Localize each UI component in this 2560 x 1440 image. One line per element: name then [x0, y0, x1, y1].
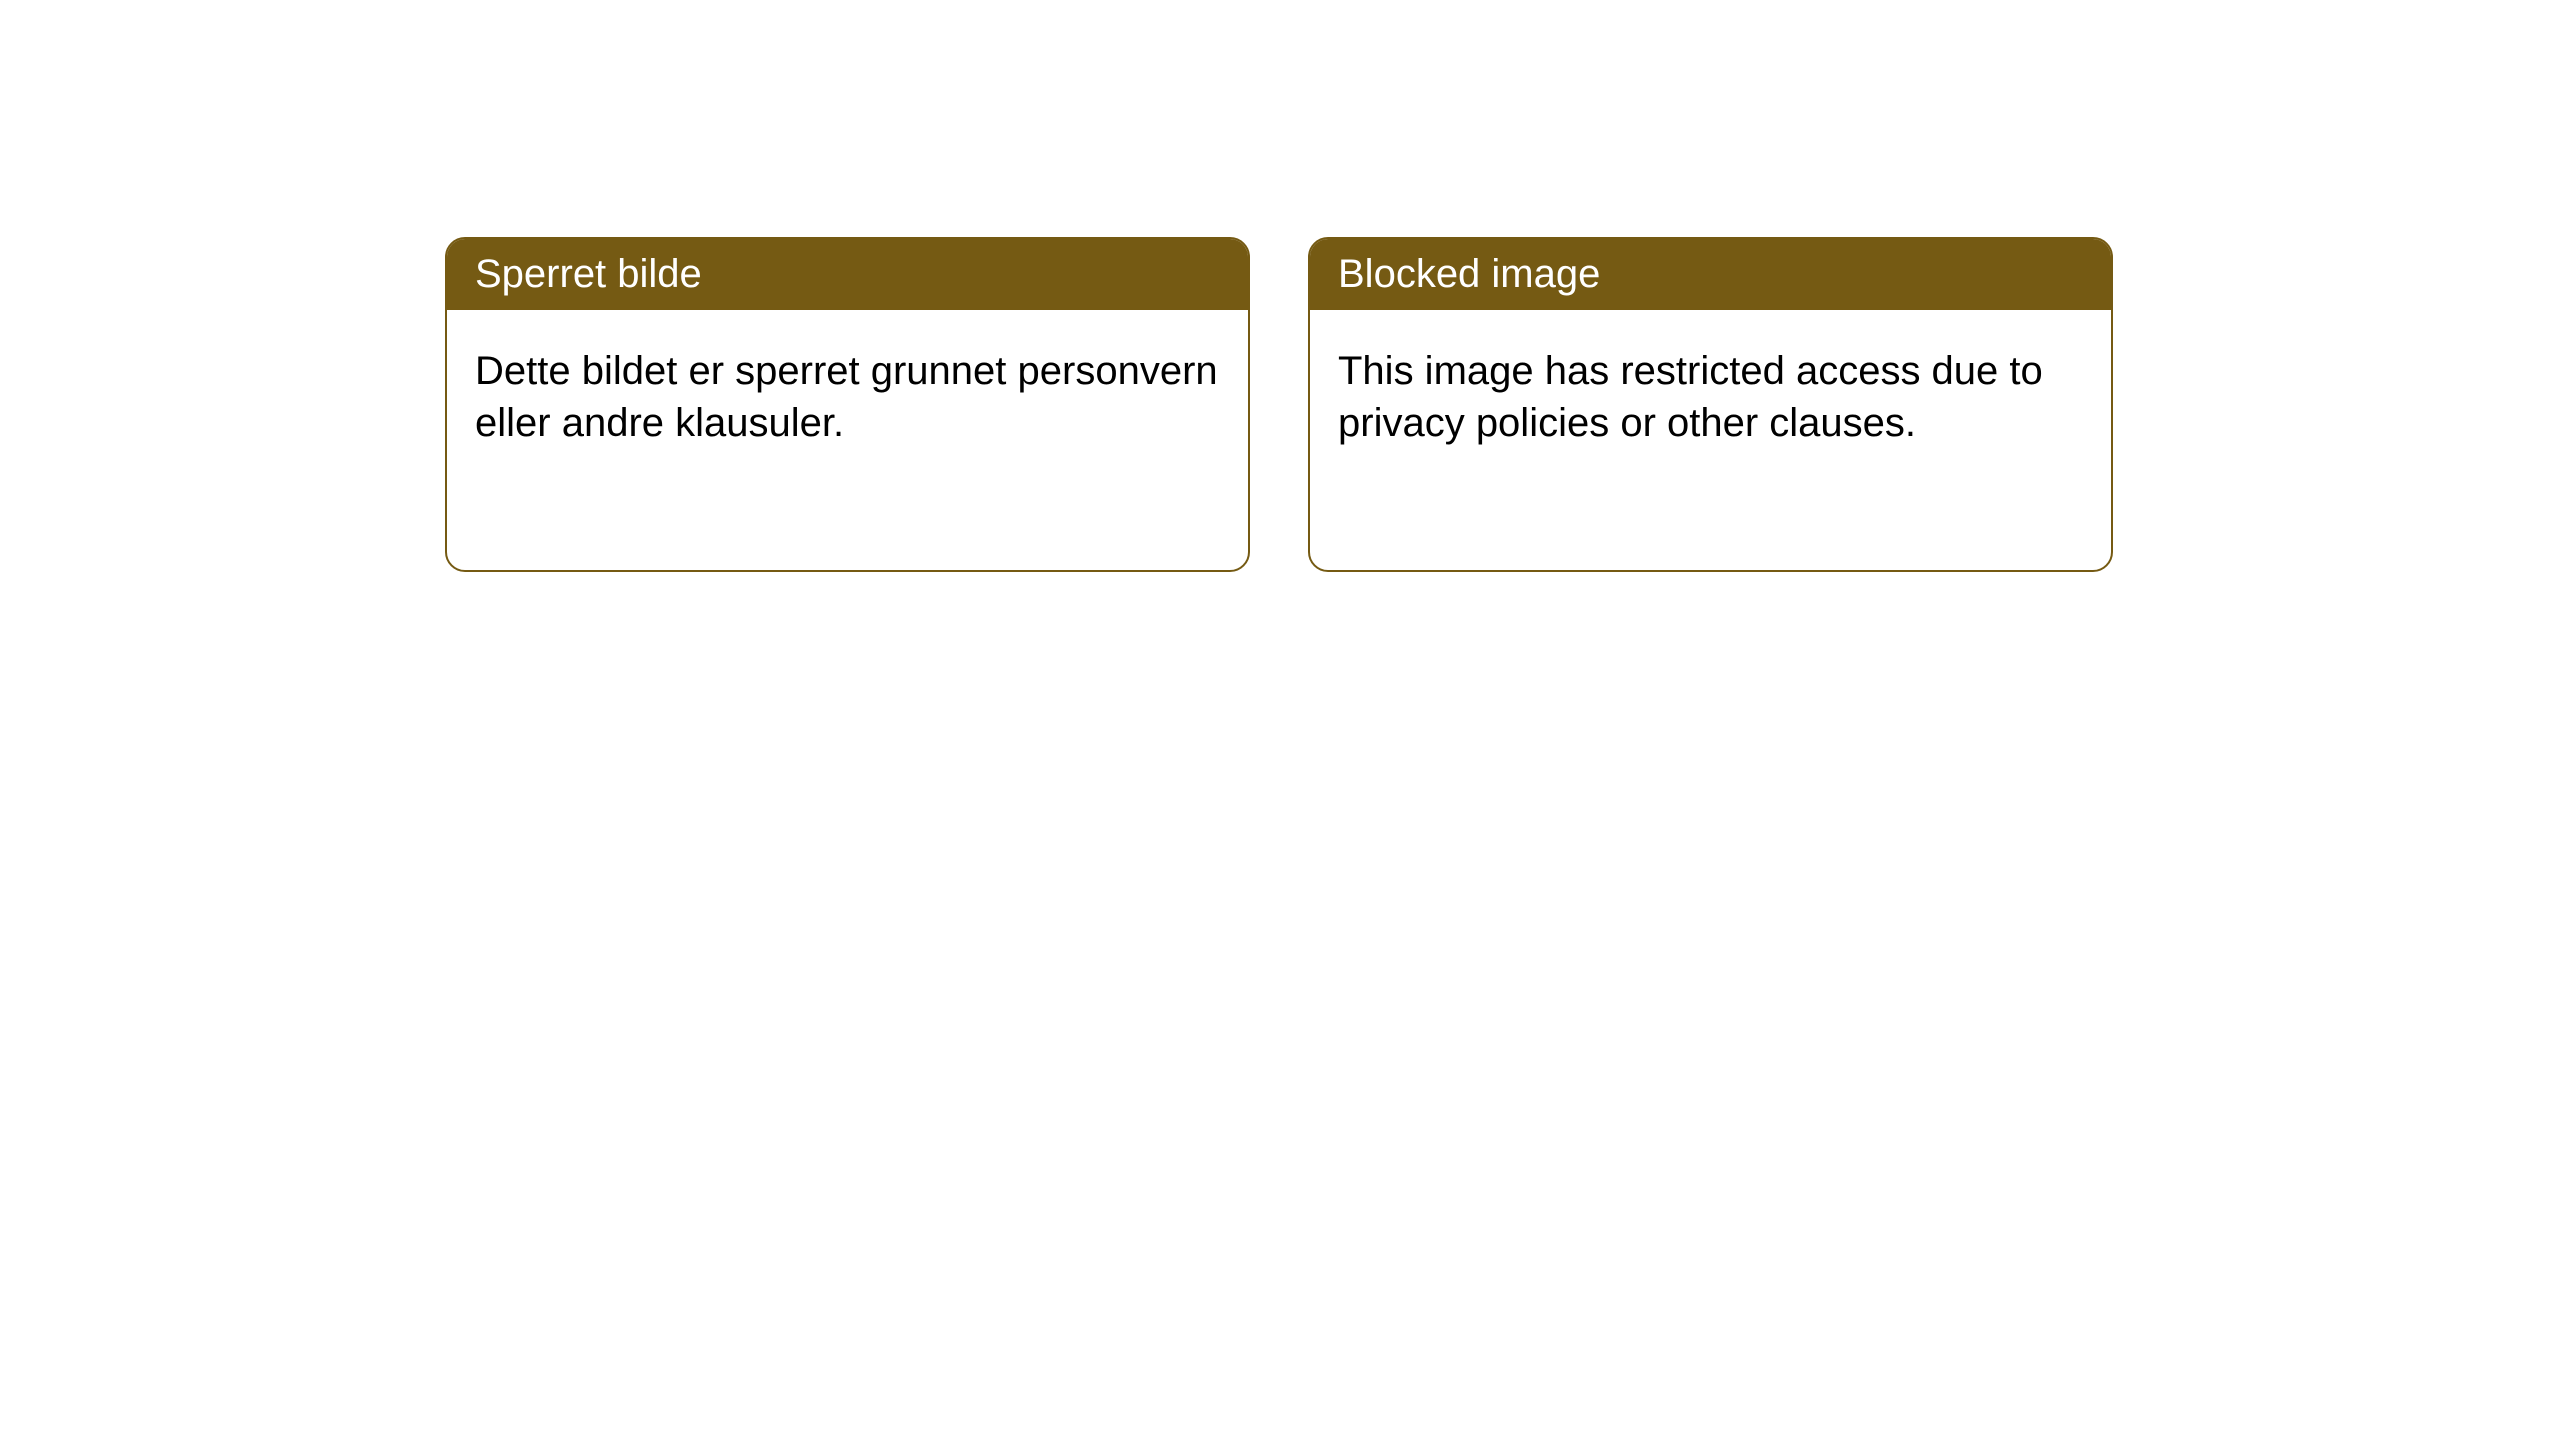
card-header-norwegian: Sperret bilde: [447, 239, 1248, 310]
card-title: Blocked image: [1338, 252, 1600, 296]
card-body-english: This image has restricted access due to …: [1310, 310, 2111, 484]
card-title: Sperret bilde: [475, 252, 702, 296]
notice-container: Sperret bilde Dette bildet er sperret gr…: [0, 0, 2560, 572]
card-body-text: This image has restricted access due to …: [1338, 349, 2043, 445]
card-header-english: Blocked image: [1310, 239, 2111, 310]
notice-card-norwegian: Sperret bilde Dette bildet er sperret gr…: [445, 237, 1250, 572]
notice-card-english: Blocked image This image has restricted …: [1308, 237, 2113, 572]
card-body-norwegian: Dette bildet er sperret grunnet personve…: [447, 310, 1248, 484]
card-body-text: Dette bildet er sperret grunnet personve…: [475, 349, 1218, 445]
